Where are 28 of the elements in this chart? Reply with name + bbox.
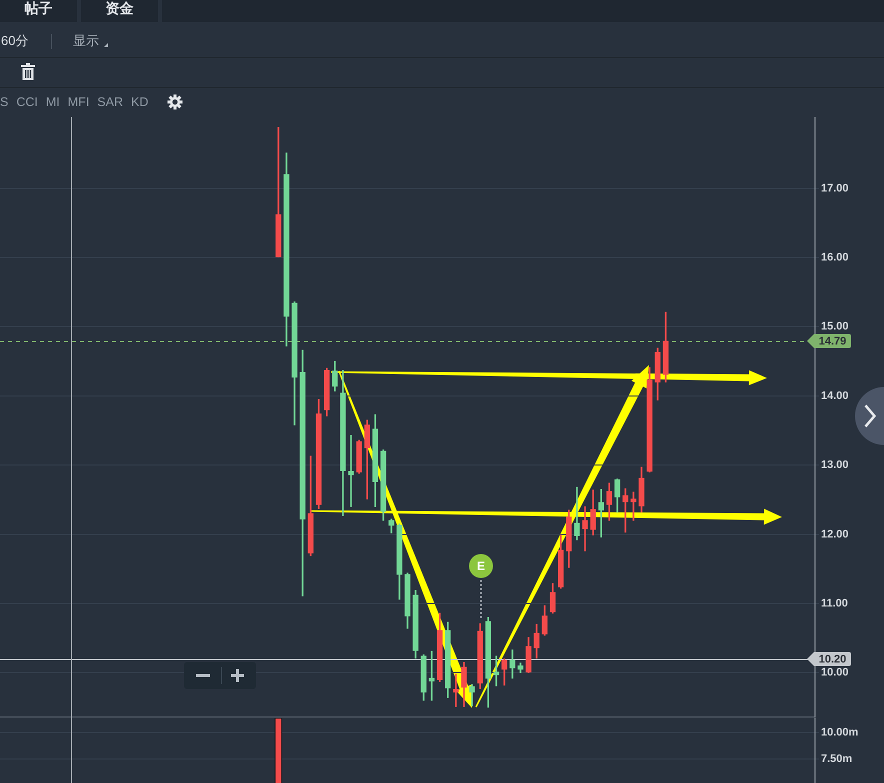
text: SAR <box>97 94 123 110</box>
y-tick-label: 12.00 <box>821 528 849 540</box>
ref-line-label: 14.79 <box>818 336 846 348</box>
y-tick-label: 17.00 <box>821 182 849 194</box>
text: 显示 <box>73 33 99 49</box>
y-tick-label: 11.00 <box>821 598 848 610</box>
candlestick <box>348 435 354 507</box>
text: KD <box>131 94 148 110</box>
candlestick <box>574 486 580 540</box>
candlestick <box>630 492 636 521</box>
y-tick-label: 10.00m <box>821 726 859 739</box>
text: CCI <box>16 94 38 110</box>
y-tick-label: 13.00 <box>821 459 849 472</box>
event-badge: E <box>469 554 493 618</box>
text: MI <box>46 94 60 110</box>
ref-line-label: 10.20 <box>818 654 846 666</box>
tab: 帖子 <box>0 0 77 22</box>
y-tick-label: 7.50m <box>821 752 852 765</box>
candlestick <box>582 506 588 552</box>
text: 60分 <box>1 33 28 49</box>
tab: 资金 <box>81 0 158 22</box>
text: S <box>0 94 8 110</box>
y-tick-label: 16.00 <box>821 252 849 264</box>
text: MFI <box>68 94 90 110</box>
y-tick-label: 15.00 <box>821 320 849 333</box>
y-tick-label: 10.00 <box>821 666 849 679</box>
annotation: E <box>469 554 493 578</box>
y-tick-label: 14.00 <box>821 390 849 402</box>
